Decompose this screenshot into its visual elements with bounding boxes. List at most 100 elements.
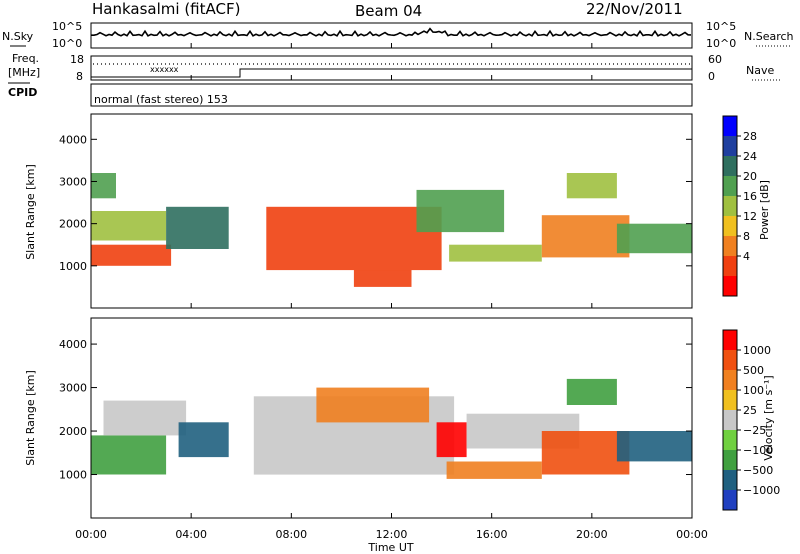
power-region [449,244,542,262]
velocity-region [541,431,630,475]
noise-panel: N.Sky 10^5 10^0 10^5 10^0 N.Search [2,20,794,50]
freq-marks: xxxxxx [150,65,179,74]
power-colorbar-swatch [723,116,737,136]
velocity-colorbar-tick: 500 [743,364,764,377]
velocity-colorbar-tick: −100 [743,444,773,457]
power-region [616,223,692,254]
velocity-colorbar-tick: −25 [743,424,766,437]
velocity-colorbar-swatch [723,410,737,430]
power-panel: 4000 3000 2000 1000 Slant Range [km] 28 24 20… [24,113,771,309]
time-axis: 00:00 04:00 08:00 12:00 16:00 20:00 00:00 [75,43,708,541]
velocity-ytick-label: 2000 [59,425,87,438]
power-colorbar-tick: 12 [743,210,757,223]
power-region [91,244,172,266]
power-colorbar-swatch [723,256,737,276]
power-region [166,206,229,249]
velocity-colorbar-swatch [723,350,737,370]
power-colorbar-swatch [723,136,737,156]
xaxis-tick-label: 00:00 [75,528,107,541]
date-title: 22/Nov/2011 [586,0,683,18]
velocity-colorbar-swatch [723,390,737,410]
xaxis-tick-label: 20:00 [576,528,608,541]
freq-left-bottom-tick: 8 [76,70,83,83]
velocity-colorbar: 1000 500 100 25 −25 −100 −500 −1000 [722,329,780,511]
beam-title: Beam 04 [355,2,422,20]
cpid-mode-text: normal (fast stereo) 153 [94,93,228,106]
velocity-region [446,461,542,479]
station-title: Hankasalmi (fitACF) [92,0,240,18]
power-colorbar-label: Power [dB] [758,180,771,240]
cpid-label: CPID [8,86,37,99]
noise-left-bottom-tick: 10^0 [52,37,82,50]
power-colorbar-tick: 8 [743,230,750,243]
power-data-layer [91,173,692,287]
xaxis-tick-label: 16:00 [476,528,508,541]
freq-label-line1: Freq. [12,52,39,65]
velocity-colorbar-tick: 1000 [743,344,771,357]
power-region [416,189,505,233]
velocity-region [436,422,467,458]
power-region [353,270,412,287]
velocity-ylabel: Slant Range [km] [24,370,37,466]
power-region [541,215,630,258]
velocity-ytick-label: 3000 [59,382,87,395]
power-region [266,206,442,271]
velocity-region [616,431,692,462]
power-colorbar-swatch [723,216,737,236]
power-region [91,211,167,241]
velocity-region [316,387,430,423]
power-ytick-label: 2000 [59,218,87,231]
power-colorbar-tick: 28 [743,130,757,143]
noise-right-bottom-tick: 10^0 [706,37,736,50]
power-colorbar-tick: 16 [743,190,757,203]
power-colorbar-swatch [723,276,737,296]
freq-label-line2: [MHz] [8,66,40,79]
power-ytick-label: 1000 [59,260,87,273]
xaxis-tick-label: 12:00 [376,528,408,541]
velocity-data-layer [91,378,692,479]
power-yaxis: 4000 3000 2000 1000 [59,133,692,273]
power-colorbar-swatch [723,156,737,176]
velocity-colorbar-swatch [723,490,737,510]
power-colorbar-tick: 24 [743,150,757,163]
noise-sky-label: N.Sky [2,30,34,43]
cpid-panel: CPID normal (fast stereo) 153 [8,82,693,107]
velocity-region [103,400,187,436]
velocity-region [178,422,229,458]
velocity-panel: 4000 3000 2000 1000 Slant Range [km] 1000 50… [24,317,780,519]
noise-search-label: N.Search [744,30,794,43]
velocity-colorbar-swatch [723,330,737,350]
power-colorbar-swatch [723,176,737,196]
velocity-yaxis: 4000 3000 2000 1000 [59,338,692,482]
xaxis-tick-label: 04:00 [175,528,207,541]
velocity-ytick-label: 4000 [59,338,87,351]
noise-left-top-tick: 10^5 [52,20,82,33]
power-colorbar-swatch [723,236,737,256]
power-region [566,173,617,199]
power-ytick-label: 3000 [59,175,87,188]
power-ylabel: Slant Range [km] [24,164,37,260]
velocity-region [91,435,167,475]
freq-right-top-tick: 60 [708,53,722,66]
freq-right-bottom-tick: 0 [708,70,715,83]
noise-sky-trace [91,27,692,37]
xaxis-tick-label: 00:00 [676,528,708,541]
power-colorbar: 28 24 20 16 12 8 4 [722,115,757,297]
velocity-colorbar-swatch [723,370,737,390]
velocity-colorbar-swatch [723,470,737,490]
velocity-colorbar-tick: 25 [743,404,757,417]
power-colorbar-tick: 20 [743,170,757,183]
power-ytick-label: 4000 [59,133,87,146]
velocity-colorbar-label: Velocity [m s⁻¹] [762,375,775,460]
freq-left-top-tick: 18 [70,53,84,66]
freq-panel: xxxxxx Freq. [MHz] 18 8 60 0 Nave [8,52,782,83]
power-colorbar-tick: 4 [743,250,750,263]
velocity-colorbar-swatch [723,450,737,470]
noise-right-top-tick: 10^5 [706,20,736,33]
power-region [91,173,116,199]
xaxis-label: Time UT [367,541,413,554]
velocity-colorbar-tick: 100 [743,384,764,397]
freq-trace [91,68,692,78]
velocity-ytick-label: 1000 [59,469,87,482]
